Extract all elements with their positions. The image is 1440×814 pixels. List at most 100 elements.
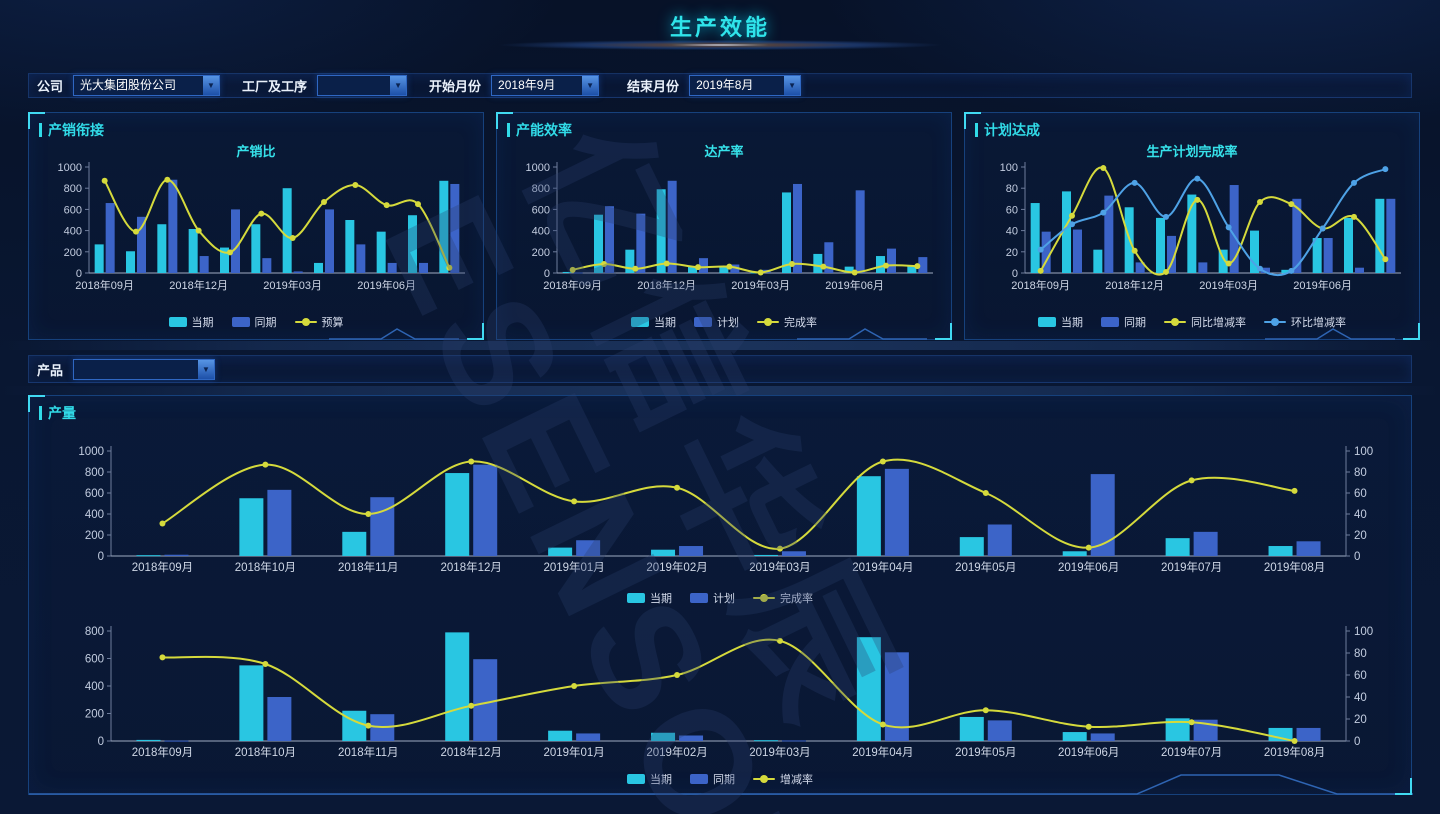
legend-bar-swatch-icon bbox=[627, 593, 645, 603]
product-select-value bbox=[74, 360, 198, 379]
legend-item[interactable]: 当期 bbox=[1038, 314, 1083, 330]
plan-completion-chart: 0 20 40 60 80 100 2018年09月 2018年12月 2019年03月 2019… bbox=[1000, 162, 1401, 292]
legend-item[interactable]: 同比增减率 bbox=[1164, 314, 1246, 330]
legend-label: 环比增减率 bbox=[1291, 317, 1346, 329]
svg-text:200: 200 bbox=[532, 247, 550, 259]
legend-item[interactable]: 环比增减率 bbox=[1264, 314, 1346, 330]
legend-label: 当期 bbox=[654, 317, 676, 329]
legend-bar-swatch-icon bbox=[631, 317, 649, 327]
legend-label: 当期 bbox=[650, 774, 672, 786]
svg-text:2018年10月: 2018年10月 bbox=[235, 560, 296, 574]
legend-line-swatch-icon bbox=[1164, 318, 1186, 326]
legend-item[interactable]: 当期 bbox=[627, 590, 672, 606]
chart-legend: 当期 同期 同比增减率 环比增减率 bbox=[965, 314, 1419, 330]
svg-text:2018年12月: 2018年12月 bbox=[1105, 278, 1164, 292]
dropdown-arrow-icon[interactable]: ▼ bbox=[198, 359, 215, 379]
divider-streak bbox=[0, 341, 1440, 350]
svg-text:400: 400 bbox=[64, 226, 82, 238]
legend-item[interactable]: 完成率 bbox=[757, 314, 817, 330]
legend-item[interactable]: 计划 bbox=[690, 590, 735, 606]
product-filter-bar: 产品 ▼ bbox=[28, 355, 1412, 383]
legend-item[interactable]: 当期 bbox=[168, 314, 214, 330]
svg-text:0: 0 bbox=[98, 551, 104, 563]
panel-title: 产量 bbox=[39, 403, 76, 423]
legend-item[interactable]: 计划 bbox=[694, 314, 739, 330]
legend-item[interactable]: 同期 bbox=[231, 314, 277, 330]
legend-label: 完成率 bbox=[784, 317, 817, 329]
chart-title: 产销比 bbox=[236, 144, 276, 159]
legend-label: 增减率 bbox=[780, 774, 813, 786]
end-month-select-value: 2019年8月 bbox=[696, 78, 754, 92]
legend-item[interactable]: 增减率 bbox=[753, 771, 813, 787]
svg-text:600: 600 bbox=[85, 654, 104, 666]
svg-text:60: 60 bbox=[1354, 670, 1367, 682]
svg-text:2019年02月: 2019年02月 bbox=[646, 560, 707, 574]
legend-item[interactable]: 预算 bbox=[294, 314, 344, 330]
svg-text:2019年03月: 2019年03月 bbox=[749, 560, 810, 574]
legend-line-swatch-icon bbox=[753, 594, 775, 602]
legend-item[interactable]: 同期 bbox=[690, 771, 735, 787]
svg-text:2019年08月: 2019年08月 bbox=[1264, 745, 1325, 759]
company-select[interactable]: 光大集团股份公司 ▼ bbox=[73, 75, 221, 96]
legend-bar-swatch-icon bbox=[694, 317, 712, 327]
legend-label: 计划 bbox=[717, 317, 739, 329]
legend-label: 同比增减率 bbox=[1191, 317, 1246, 329]
legend-label: 当期 bbox=[650, 593, 672, 605]
legend-line-swatch-icon bbox=[757, 318, 779, 326]
svg-text:800: 800 bbox=[85, 626, 104, 638]
start-month-select-value: 2018年9月 bbox=[498, 78, 556, 92]
svg-text:2019年06月: 2019年06月 bbox=[1058, 560, 1119, 574]
svg-text:2019年06月: 2019年06月 bbox=[1293, 278, 1352, 292]
svg-text:2018年09月: 2018年09月 bbox=[543, 278, 602, 292]
title-marker-icon bbox=[39, 406, 42, 420]
legend-item[interactable]: 当期 bbox=[627, 771, 672, 787]
dropdown-arrow-icon[interactable]: ▼ bbox=[390, 76, 407, 95]
legend-item[interactable]: 完成率 bbox=[753, 590, 813, 606]
factory-label: 工厂及工序 bbox=[242, 79, 308, 94]
legend-item[interactable]: 同期 bbox=[1101, 314, 1146, 330]
svg-text:80: 80 bbox=[1006, 183, 1018, 195]
legend-item[interactable]: 当期 bbox=[631, 314, 676, 330]
svg-text:0: 0 bbox=[1012, 268, 1018, 280]
svg-text:2019年05月: 2019年05月 bbox=[955, 745, 1016, 759]
factory-select[interactable]: ▼ bbox=[317, 75, 408, 96]
legend-line-swatch-icon bbox=[1264, 318, 1286, 326]
svg-text:800: 800 bbox=[64, 183, 82, 195]
svg-text:80: 80 bbox=[1354, 467, 1367, 479]
svg-text:2018年09月: 2018年09月 bbox=[75, 278, 134, 292]
svg-text:100: 100 bbox=[1354, 446, 1373, 458]
svg-text:600: 600 bbox=[64, 204, 82, 216]
legend-bar-swatch-icon bbox=[1038, 317, 1056, 327]
svg-text:2019年01月: 2019年01月 bbox=[543, 560, 604, 574]
svg-text:60: 60 bbox=[1354, 488, 1367, 500]
svg-text:1000: 1000 bbox=[78, 446, 104, 458]
svg-text:20: 20 bbox=[1354, 714, 1367, 726]
end-month-select[interactable]: 2019年8月 ▼ bbox=[689, 75, 802, 96]
legend-bar-swatch-icon bbox=[627, 774, 645, 784]
title-marker-icon bbox=[507, 123, 510, 137]
legend-line-swatch-icon bbox=[294, 318, 317, 326]
legend-label: 当期 bbox=[191, 317, 214, 329]
svg-text:200: 200 bbox=[85, 530, 104, 542]
panel-output: 产量 0 200 400 600 800 1000 0 20 40 60 80 100 2018年09月… bbox=[28, 395, 1413, 795]
start-month-select[interactable]: 2018年9月 ▼ bbox=[491, 75, 600, 96]
panel-title-text: 计划达成 bbox=[984, 122, 1040, 138]
svg-text:100: 100 bbox=[1000, 162, 1018, 174]
divider-streak bbox=[0, 386, 1440, 395]
end-month-label: 结束月份 bbox=[627, 79, 680, 94]
dropdown-arrow-icon[interactable]: ▼ bbox=[582, 76, 599, 95]
svg-text:2019年03月: 2019年03月 bbox=[749, 745, 810, 759]
svg-text:2019年06月: 2019年06月 bbox=[1058, 745, 1119, 759]
product-select[interactable]: ▼ bbox=[73, 358, 216, 380]
svg-text:0: 0 bbox=[1354, 736, 1360, 748]
output-vs-plan-chart: 0 200 400 600 800 1000 0 20 40 60 80 100 2018年09月 201… bbox=[78, 446, 1373, 574]
chart-legend: 当期 计划 完成率 bbox=[497, 314, 951, 330]
panel-title: 计划达成 bbox=[975, 120, 1040, 140]
title-marker-icon bbox=[975, 123, 978, 137]
dropdown-arrow-icon[interactable]: ▼ bbox=[784, 76, 801, 95]
svg-text:2018年10月: 2018年10月 bbox=[235, 745, 296, 759]
svg-text:400: 400 bbox=[532, 226, 550, 238]
dropdown-arrow-icon[interactable]: ▼ bbox=[203, 76, 220, 95]
output-vs-prior-chart: 0 200 400 600 800 0 20 40 60 80 100 2018年09月 2018年10… bbox=[85, 626, 1373, 759]
